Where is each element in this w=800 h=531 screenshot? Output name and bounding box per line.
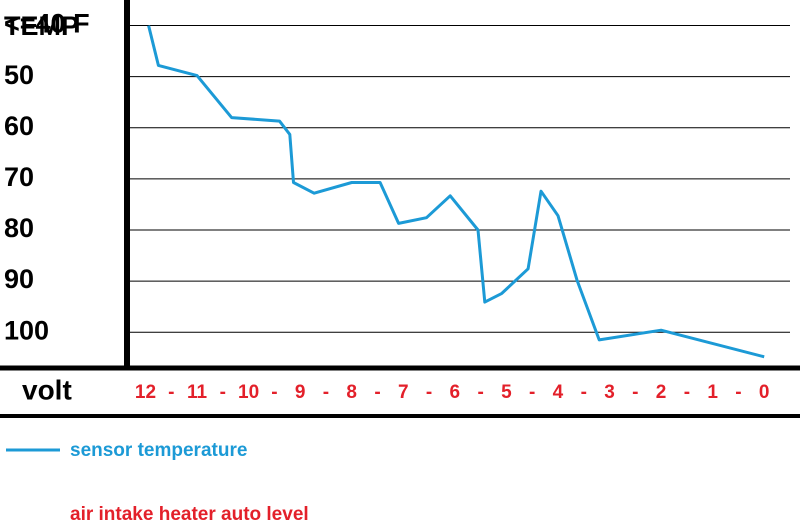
x-separator: -: [735, 382, 741, 403]
x-separator: -: [426, 382, 432, 403]
x-tick-label: 1: [707, 382, 718, 403]
x-separator: -: [220, 382, 226, 403]
y-tick-label: 70: [4, 162, 34, 192]
y-tick-label: <=40 F: [4, 9, 90, 39]
x-tick-label: 7: [398, 382, 409, 403]
x-tick-label: 9: [295, 382, 306, 403]
x-separator: -: [477, 382, 483, 403]
x-tick-label: 8: [346, 382, 357, 403]
x-tick-label: 6: [450, 382, 461, 403]
x-separator: -: [323, 382, 329, 403]
y-tick-label: 100: [4, 315, 49, 345]
x-tick-label: 5: [501, 382, 512, 403]
x-separator: -: [271, 382, 277, 403]
x-tick-label: 4: [553, 382, 564, 403]
line: [147, 25, 765, 359]
legend-label: sensor temperature: [70, 440, 247, 461]
x-tick-label: 12: [135, 382, 156, 403]
y-tick-label: 50: [4, 60, 34, 90]
y-tick-label: 80: [4, 213, 34, 243]
x-separator: -: [632, 382, 638, 403]
x-separator: -: [168, 382, 174, 403]
y-tick-label: 90: [4, 264, 34, 294]
x-separator: -: [684, 382, 690, 403]
x-tick-label: 11: [187, 382, 208, 403]
x-separator: -: [581, 382, 587, 403]
x-axis-title: volt: [22, 374, 72, 405]
x-separator: -: [374, 382, 380, 403]
x-tick-label: 3: [604, 382, 615, 403]
note: air intake heater auto level: [70, 504, 309, 525]
x-tick-label: 10: [238, 382, 259, 403]
y-tick-label: 60: [4, 111, 34, 141]
x-tick-label: 0: [759, 382, 770, 403]
x-separator: -: [529, 382, 535, 403]
x-tick-label: 2: [656, 382, 667, 403]
y-axis-title: TEMP: [4, 11, 79, 41]
